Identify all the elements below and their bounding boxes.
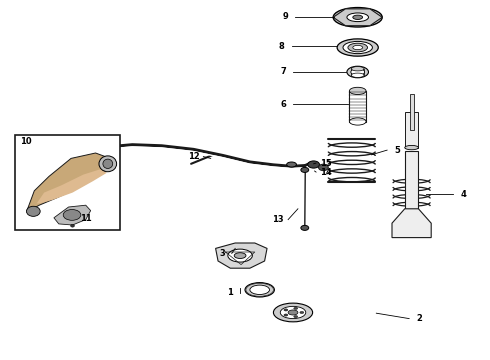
Text: 10: 10 bbox=[20, 136, 31, 145]
Text: 13: 13 bbox=[272, 215, 284, 224]
Text: 6: 6 bbox=[280, 100, 286, 109]
Bar bbox=[349, 91, 366, 122]
Bar bbox=[15, 135, 120, 230]
Bar bbox=[405, 112, 418, 148]
Ellipse shape bbox=[300, 311, 304, 314]
Ellipse shape bbox=[353, 15, 363, 19]
Ellipse shape bbox=[318, 164, 328, 171]
Ellipse shape bbox=[284, 309, 288, 311]
Ellipse shape bbox=[101, 143, 111, 150]
Text: 9: 9 bbox=[282, 12, 288, 22]
Ellipse shape bbox=[273, 303, 313, 322]
Ellipse shape bbox=[351, 68, 365, 76]
Ellipse shape bbox=[301, 225, 309, 230]
Ellipse shape bbox=[347, 66, 368, 78]
Text: 12: 12 bbox=[188, 152, 199, 161]
Ellipse shape bbox=[349, 87, 366, 95]
Ellipse shape bbox=[348, 43, 368, 52]
Polygon shape bbox=[392, 209, 431, 238]
Polygon shape bbox=[37, 169, 107, 203]
Text: 8: 8 bbox=[279, 41, 285, 50]
Text: 15: 15 bbox=[320, 158, 332, 167]
Ellipse shape bbox=[228, 249, 252, 262]
Bar bbox=[405, 151, 418, 209]
Ellipse shape bbox=[63, 210, 81, 220]
Ellipse shape bbox=[288, 310, 298, 315]
Text: 14: 14 bbox=[320, 167, 332, 176]
Ellipse shape bbox=[333, 8, 382, 27]
Ellipse shape bbox=[294, 307, 298, 310]
Ellipse shape bbox=[71, 224, 74, 227]
Ellipse shape bbox=[284, 314, 288, 316]
Ellipse shape bbox=[351, 73, 364, 77]
Text: 4: 4 bbox=[460, 190, 466, 199]
Polygon shape bbox=[27, 153, 110, 211]
Ellipse shape bbox=[103, 159, 113, 168]
Bar bbox=[351, 69, 364, 75]
Ellipse shape bbox=[301, 167, 309, 172]
Bar bbox=[410, 94, 414, 130]
Text: 1: 1 bbox=[227, 288, 233, 297]
Ellipse shape bbox=[26, 206, 40, 216]
Ellipse shape bbox=[351, 67, 364, 71]
Ellipse shape bbox=[405, 145, 418, 150]
Text: 2: 2 bbox=[416, 314, 422, 323]
Ellipse shape bbox=[99, 156, 117, 172]
Ellipse shape bbox=[347, 13, 368, 22]
Ellipse shape bbox=[250, 285, 270, 294]
Ellipse shape bbox=[234, 253, 246, 258]
Polygon shape bbox=[54, 205, 91, 225]
Ellipse shape bbox=[349, 118, 366, 125]
Text: 11: 11 bbox=[80, 214, 92, 223]
Ellipse shape bbox=[343, 41, 372, 54]
Ellipse shape bbox=[308, 161, 319, 168]
Ellipse shape bbox=[280, 306, 306, 319]
Ellipse shape bbox=[287, 162, 296, 167]
Ellipse shape bbox=[294, 315, 298, 318]
Text: 3: 3 bbox=[219, 249, 225, 258]
Text: 5: 5 bbox=[394, 145, 400, 155]
Ellipse shape bbox=[337, 39, 378, 56]
Text: 7: 7 bbox=[280, 68, 286, 77]
Polygon shape bbox=[333, 9, 382, 26]
Polygon shape bbox=[216, 243, 267, 268]
Ellipse shape bbox=[353, 45, 363, 50]
Ellipse shape bbox=[245, 283, 274, 297]
